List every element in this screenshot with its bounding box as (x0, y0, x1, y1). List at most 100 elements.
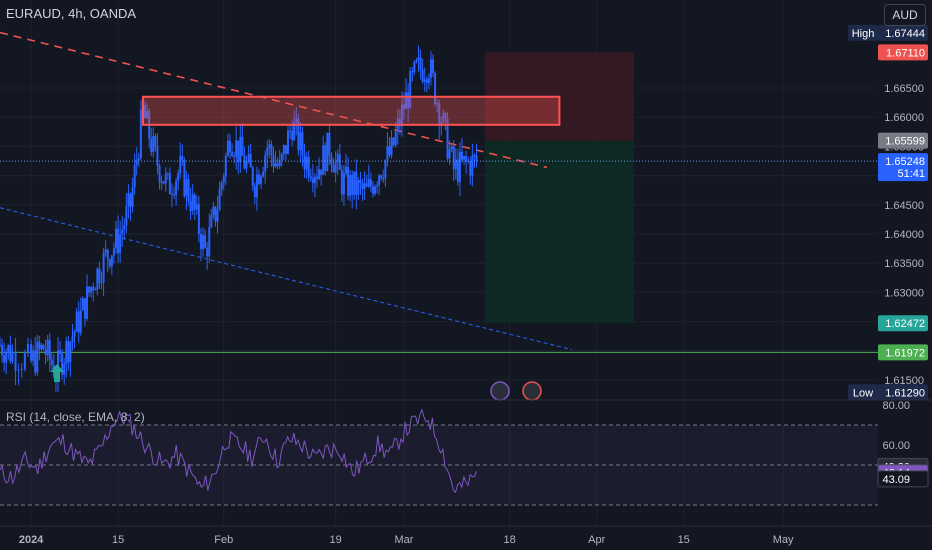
rsi-band-fill (0, 425, 878, 505)
candle-body (212, 206, 215, 216)
time-axis-tick: Apr (588, 534, 605, 546)
candle-body (187, 179, 190, 201)
candle-body (50, 359, 53, 366)
candle-body (9, 345, 12, 362)
signal-arrow-icon (50, 364, 64, 382)
candle-body (336, 154, 339, 162)
candle-body (208, 227, 211, 257)
candle-body (216, 210, 219, 222)
candle-body (11, 351, 14, 362)
candle-body (373, 186, 376, 194)
rsi-axis-tick: 80.00 (882, 400, 910, 412)
candle-body (403, 104, 405, 110)
candle-body (247, 154, 250, 162)
candle-body (44, 349, 47, 355)
candle-body (315, 176, 318, 179)
time-axis-tick: Feb (214, 534, 233, 546)
candle-body (14, 351, 17, 371)
candle-body (185, 179, 188, 196)
candle-body (144, 105, 147, 119)
candle-body (158, 165, 161, 183)
candle-body (40, 344, 43, 350)
price-label-name-tag (848, 24, 878, 41)
candle-body (20, 368, 23, 370)
candle-body (150, 138, 153, 152)
candle-body (461, 151, 464, 160)
candle-body (23, 353, 26, 369)
candle-body (334, 161, 337, 173)
candle-body (98, 268, 101, 283)
symbol-title: EURAUD, 4h, OANDA (6, 6, 137, 21)
price-label-name: Low (853, 387, 873, 399)
price-axis-tick: 1.64000 (884, 229, 924, 241)
candle-body (26, 344, 29, 354)
candle-body (152, 136, 155, 152)
candle-body (394, 131, 397, 146)
candle-body (5, 352, 8, 363)
price-label-tag (878, 44, 928, 61)
candle-body (42, 344, 45, 350)
candle-body (286, 130, 289, 154)
candle-body (3, 355, 6, 363)
candle-body (465, 155, 468, 162)
candle-body (63, 363, 66, 375)
candle-body (81, 298, 84, 311)
flash-icon (490, 381, 510, 401)
candle-body (380, 175, 383, 179)
candle-body (347, 166, 350, 196)
price-axis-tick: 1.66500 (884, 83, 924, 95)
candle-body (311, 178, 314, 184)
candle-body (139, 109, 142, 159)
candle-body (434, 72, 437, 105)
candle-body (446, 118, 449, 159)
candle-body (369, 179, 372, 187)
candle-body (340, 169, 343, 195)
candle-body (411, 71, 414, 73)
candle-body (436, 103, 439, 105)
candle-body (353, 171, 356, 196)
candle-body (96, 268, 99, 290)
time-axis-tick: Mar (395, 534, 414, 546)
candle-body (241, 136, 244, 156)
candle-body (7, 345, 10, 353)
candle-body (284, 145, 287, 154)
candle-body (255, 174, 258, 197)
candle-body (160, 181, 163, 183)
candle-body (102, 252, 105, 283)
candle-body (206, 247, 209, 257)
candle-body (432, 59, 435, 73)
candle-body (175, 181, 178, 196)
candle-body (222, 176, 225, 183)
candle-body (191, 194, 194, 211)
candle-body (94, 289, 97, 291)
candle-body (268, 144, 271, 148)
candle-body (197, 204, 200, 234)
candle-body (313, 176, 316, 184)
candle-body (400, 104, 403, 127)
price-axis-tick: 1.64500 (884, 200, 924, 212)
candle-body (274, 163, 277, 167)
time-axis-tick: 18 (504, 534, 516, 546)
candle-body (361, 183, 364, 190)
candle-body (210, 215, 213, 228)
time-axis-tick: 15 (112, 534, 124, 546)
candle-body (104, 249, 107, 253)
candle-body (90, 286, 93, 293)
candle-body (214, 206, 217, 222)
currency-button[interactable]: AUD (884, 4, 926, 26)
candle-body (228, 140, 231, 153)
candle-body (405, 92, 408, 110)
price-axis-tick: 1.61500 (884, 375, 924, 387)
candle-body (92, 286, 95, 291)
candle-body (48, 339, 51, 360)
candle-body (61, 353, 64, 375)
candle-body (137, 158, 140, 161)
candle-body (266, 147, 269, 156)
candle-body (392, 137, 395, 146)
candle-body (108, 259, 111, 267)
candle-body (421, 69, 424, 82)
candle-body (129, 193, 132, 207)
price-label-value: 1.67444 (885, 28, 925, 40)
candle-body (170, 194, 173, 196)
